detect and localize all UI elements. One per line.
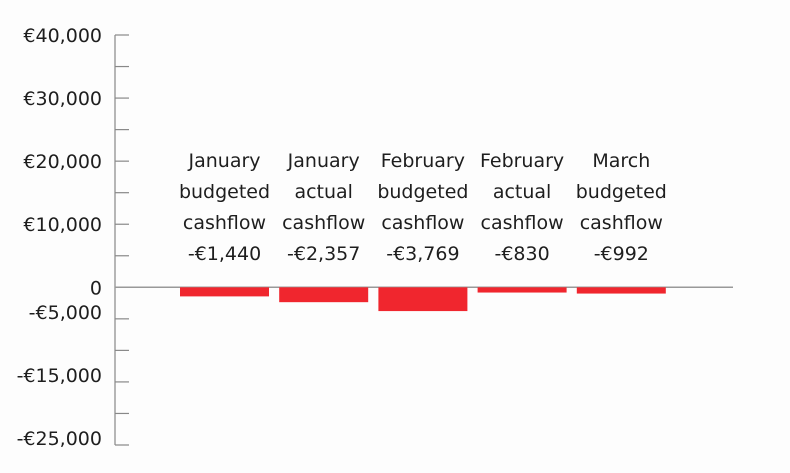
y-tick-label: -€25,000 <box>17 428 102 450</box>
category-label: actual <box>294 181 353 203</box>
y-tick-label: 0 <box>90 277 102 299</box>
category-label: cashflow <box>580 212 663 234</box>
y-tick-label: €30,000 <box>23 88 102 110</box>
y-tick-label: -€5,000 <box>29 302 102 324</box>
y-tick-label: -€15,000 <box>17 365 102 387</box>
bar <box>180 287 269 297</box>
data-label: -€2,357 <box>287 243 360 265</box>
data-label: -€1,440 <box>188 243 261 265</box>
category-label: cashflow <box>282 212 365 234</box>
category-label: budgeted <box>179 181 270 203</box>
y-tick-label: €40,000 <box>23 25 102 47</box>
category-label: budgeted <box>576 181 667 203</box>
category-label: March <box>592 150 650 172</box>
data-label: -€992 <box>594 243 649 265</box>
bar <box>378 287 468 312</box>
bar <box>279 287 369 303</box>
category-label: actual <box>493 181 552 203</box>
category-label: cashflow <box>381 212 464 234</box>
category-label: cashflow <box>183 212 266 234</box>
category-label: January <box>187 150 260 172</box>
data-label: -€3,769 <box>386 243 459 265</box>
category-label: January <box>287 150 360 172</box>
category-label: February <box>381 150 465 172</box>
bar <box>576 287 666 294</box>
category-label: February <box>480 150 564 172</box>
category-label: cashflow <box>481 212 564 234</box>
bar <box>477 287 567 293</box>
y-tick-label: €20,000 <box>23 151 102 173</box>
category-label: budgeted <box>377 181 468 203</box>
y-tick-label: €10,000 <box>23 214 102 236</box>
data-label: -€830 <box>494 243 549 265</box>
